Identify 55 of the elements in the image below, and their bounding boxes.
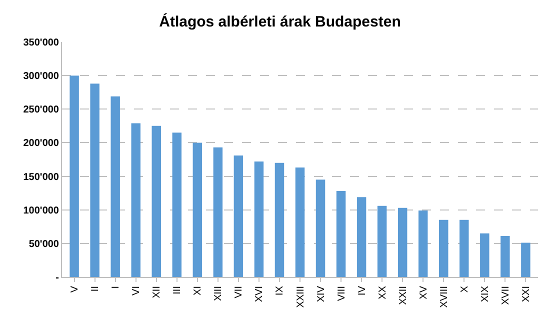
bar	[521, 242, 530, 277]
bar	[110, 96, 120, 277]
y-tick-label: 250'000	[23, 104, 60, 116]
y-tick-label: 350'000	[23, 38, 60, 48]
bar	[295, 168, 305, 277]
x-tick-label: XXII	[398, 286, 409, 305]
bar	[234, 155, 244, 277]
x-tick-label: XIII	[213, 286, 224, 302]
bar	[460, 220, 469, 277]
bar	[213, 147, 223, 277]
bar	[418, 210, 428, 277]
bar	[500, 236, 510, 277]
bar	[70, 76, 79, 277]
x-tick-label: XI	[192, 286, 204, 296]
x-tick-label: XXIII	[295, 286, 306, 308]
x-tick-label: VIII	[336, 286, 348, 302]
x-tick-label: XIV	[316, 286, 327, 302]
x-tick-label: VII	[234, 286, 245, 298]
x-tick-label: III	[172, 286, 184, 294]
x-tick-label: XIX	[480, 286, 491, 302]
y-tick-label: 300'000	[23, 71, 60, 82]
x-tick-label: VI	[131, 286, 142, 296]
bar	[480, 233, 490, 277]
bar	[356, 197, 366, 277]
x-tick-label: V	[70, 286, 81, 293]
y-tick-label: 100'000	[23, 205, 60, 216]
bar	[274, 162, 284, 277]
bar	[439, 220, 448, 277]
x-tick-label: XII	[152, 286, 163, 298]
x-tick-label: XX	[377, 286, 388, 300]
x-tick-label: XVIII	[438, 286, 450, 308]
bar	[172, 132, 182, 277]
x-tick-label: X	[459, 286, 470, 293]
chart-title: Átlagos albérleti árak Budapesten	[159, 12, 401, 30]
y-tick-label: 150'000	[23, 172, 60, 183]
bar	[90, 84, 100, 277]
x-tick-label: IV	[356, 286, 368, 296]
x-tick-label: XV	[418, 286, 430, 300]
bar	[254, 162, 264, 277]
bar	[152, 126, 161, 277]
bar	[398, 208, 408, 277]
x-tick-label: IX	[274, 286, 286, 296]
x-tick-label: XXI	[520, 286, 532, 302]
x-tick-label: XVII	[500, 286, 512, 305]
bar	[377, 206, 387, 277]
x-tick-label: XVI	[254, 286, 266, 302]
bar	[316, 180, 326, 277]
x-tick-label: II	[90, 286, 102, 292]
x-tick-label: I	[110, 286, 122, 289]
y-tick-label: 50'000	[28, 238, 60, 250]
bar	[131, 123, 140, 277]
y-tick-label: -	[56, 272, 59, 284]
y-tick-label: 200'000	[23, 138, 60, 150]
bar	[336, 191, 346, 277]
bar	[192, 142, 202, 277]
